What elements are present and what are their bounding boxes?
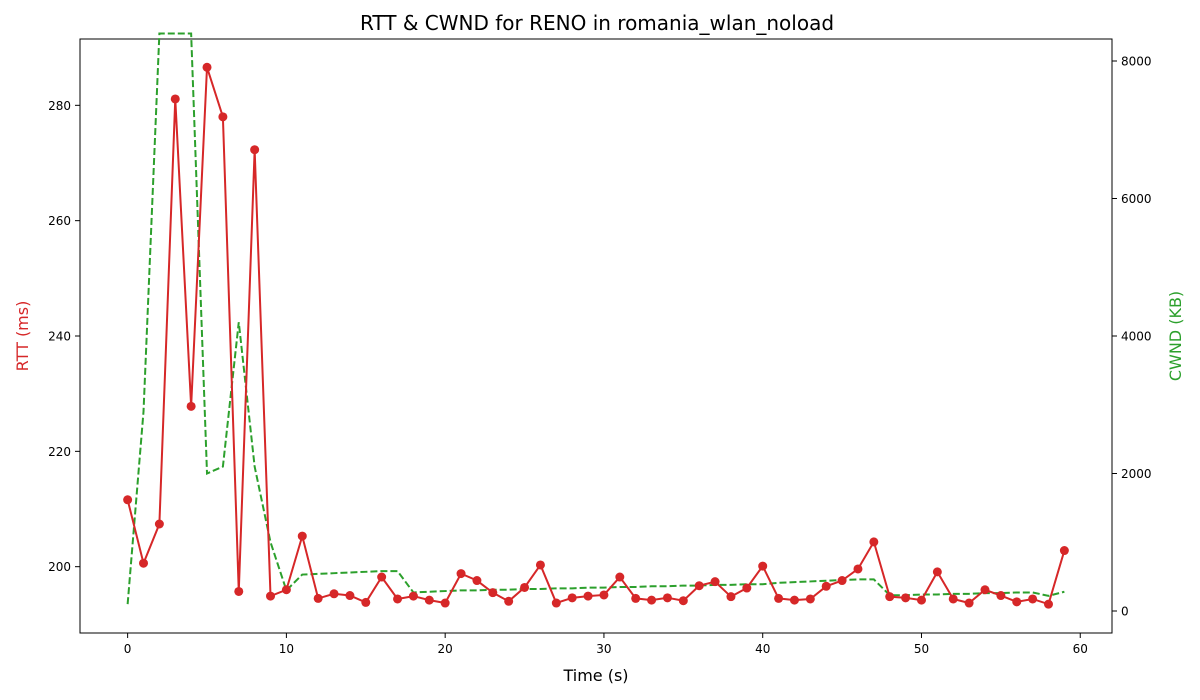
rtt-point — [250, 145, 260, 155]
rtt-point — [297, 531, 307, 541]
rtt-series-line — [126, 66, 1066, 606]
x-tick-label: 10 — [279, 642, 294, 656]
rtt-point — [805, 594, 815, 604]
rtt-point — [853, 564, 863, 574]
y-left-tick-label: 280 — [48, 99, 71, 113]
rtt-point — [678, 596, 688, 606]
rtt-point — [758, 561, 768, 571]
y-left-tick-label: 220 — [48, 445, 71, 459]
x-tick-label: 60 — [1073, 642, 1088, 656]
y-left-axis-label: RTT (ms) — [13, 301, 32, 372]
rtt-point — [313, 593, 323, 603]
rtt-point — [1028, 594, 1038, 604]
rtt-point — [170, 94, 180, 104]
y-right-tick-label: 2000 — [1121, 467, 1152, 481]
x-tick-label: 40 — [755, 642, 770, 656]
rtt-point — [821, 581, 831, 591]
rtt-point — [329, 589, 339, 599]
rtt-point — [948, 594, 958, 604]
rtt-point — [345, 591, 355, 601]
rtt-point — [742, 583, 752, 593]
rtt-point — [202, 62, 212, 72]
rtt-point — [647, 595, 657, 605]
rtt-point — [1012, 597, 1022, 607]
y-left-axis-ticks: 200 220 240 260 280 — [48, 99, 80, 574]
y-right-tick-label: 6000 — [1121, 192, 1152, 206]
rtt-point — [234, 586, 244, 596]
rtt-point — [393, 594, 403, 604]
y-right-axis-ticks: 0 2000 4000 6000 8000 — [1112, 55, 1152, 619]
rtt-point — [789, 595, 799, 605]
rtt-point — [932, 567, 942, 577]
rtt-point — [901, 593, 911, 603]
rtt-point — [980, 585, 990, 595]
rtt-point — [139, 558, 149, 568]
x-tick-label: 30 — [596, 642, 611, 656]
y-left-tick-label: 200 — [48, 560, 71, 574]
rtt-point — [599, 590, 609, 600]
rtt-point — [154, 519, 164, 529]
y-left-tick-label: 240 — [48, 330, 71, 344]
rtt-point — [186, 401, 196, 411]
rtt-point — [964, 598, 974, 608]
rtt-point — [615, 572, 625, 582]
rtt-point — [424, 595, 434, 605]
rtt-point — [885, 592, 895, 602]
rtt-point — [456, 569, 466, 579]
rtt-point — [377, 572, 387, 582]
rtt-point — [1043, 599, 1053, 609]
rtt-point — [774, 593, 784, 603]
rtt-point — [551, 598, 561, 608]
rtt-point — [361, 597, 371, 607]
x-tick-label: 0 — [124, 642, 132, 656]
x-axis-ticks: 0 10 20 30 40 50 60 — [124, 633, 1088, 656]
rtt-point — [631, 593, 641, 603]
rtt-point — [488, 588, 498, 598]
x-axis-label: Time (s) — [562, 666, 628, 685]
rtt-point — [535, 560, 545, 570]
rtt-point — [218, 112, 228, 122]
rtt-point — [408, 591, 418, 601]
rtt-point — [520, 582, 530, 592]
series-layer — [123, 32, 1069, 609]
y-right-tick-label: 8000 — [1121, 55, 1152, 69]
rtt-point — [837, 576, 847, 586]
x-tick-label: 20 — [438, 642, 453, 656]
y-right-tick-label: 4000 — [1121, 330, 1152, 344]
rtt-point — [662, 593, 672, 603]
y-left-tick-label: 260 — [48, 214, 71, 228]
x-tick-label: 50 — [914, 642, 929, 656]
rtt-point — [123, 495, 133, 505]
rtt-point — [1059, 546, 1069, 556]
rtt-point — [710, 577, 720, 587]
y-right-axis-label: CWND (KB) — [1166, 291, 1185, 381]
rtt-point — [281, 585, 291, 595]
rtt-point — [916, 595, 926, 605]
plot-area — [79, 38, 1113, 634]
rtt-point — [266, 591, 276, 601]
rtt-point — [726, 592, 736, 602]
rtt-point — [567, 593, 577, 603]
rtt-point — [440, 598, 450, 608]
rtt-point — [694, 581, 704, 591]
rtt-point — [472, 576, 482, 586]
rtt-point — [869, 537, 879, 547]
chart-title: RTT & CWND for RENO in romania_wlan_nolo… — [360, 11, 834, 35]
y-right-tick-label: 0 — [1121, 605, 1129, 619]
rtt-point — [996, 591, 1006, 601]
rtt-point — [583, 591, 593, 601]
rtt-point — [504, 596, 514, 606]
